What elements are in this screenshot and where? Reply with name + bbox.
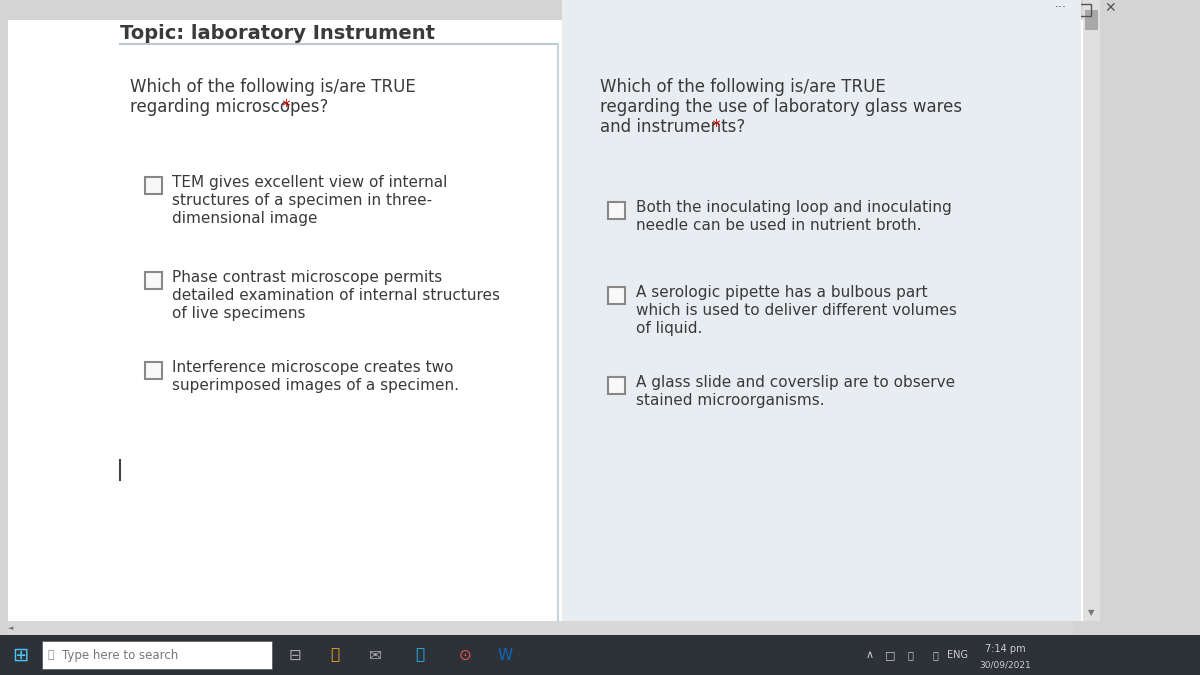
Bar [562, 0, 1081, 621]
Bar [145, 362, 162, 379]
Bar [608, 287, 625, 304]
Bar [8, 621, 1073, 635]
Text: ···: ··· [1055, 1, 1067, 14]
Text: stained microorganisms.: stained microorganisms. [636, 393, 824, 408]
Text: Type here to search: Type here to search [62, 649, 179, 662]
Text: structures of a specimen in three-: structures of a specimen in three- [172, 193, 432, 208]
Text: ✕: ✕ [1104, 1, 1116, 15]
Text: ENG: ENG [948, 650, 968, 660]
Text: Interference microscope creates two: Interference microscope creates two [172, 360, 454, 375]
Text: ▼: ▼ [1088, 608, 1094, 618]
Text: *: * [707, 118, 721, 136]
Bar [8, 0, 1084, 20]
Text: of liquid.: of liquid. [636, 321, 702, 336]
Text: ◄: ◄ [8, 625, 13, 631]
Bar [608, 377, 625, 394]
Text: dimensional image: dimensional image [172, 211, 318, 226]
Bar [145, 272, 162, 289]
Text: ⊙: ⊙ [458, 647, 472, 662]
Text: 30/09/2021: 30/09/2021 [979, 661, 1031, 670]
Text: TEM gives excellent view of internal: TEM gives excellent view of internal [172, 175, 448, 190]
Text: Both the inoculating loop and inoculating: Both the inoculating loop and inoculatin… [636, 200, 952, 215]
Text: A serologic pipette has a bulbous part: A serologic pipette has a bulbous part [636, 285, 928, 300]
Text: W: W [498, 647, 512, 662]
Text: 📁: 📁 [330, 647, 340, 662]
Text: which is used to deliver different volumes: which is used to deliver different volum… [636, 303, 956, 318]
Text: ✉: ✉ [368, 647, 382, 662]
Bar [0, 635, 1200, 675]
Text: Which of the following is/are TRUE: Which of the following is/are TRUE [600, 78, 886, 96]
Text: needle can be used in nutrient broth.: needle can be used in nutrient broth. [636, 218, 922, 233]
Text: and instruments?: and instruments? [600, 118, 745, 136]
Text: ⊞: ⊞ [12, 645, 29, 664]
Text: superimposed images of a specimen.: superimposed images of a specimen. [172, 378, 458, 393]
Text: regarding the use of laboratory glass wares: regarding the use of laboratory glass wa… [600, 98, 962, 116]
Text: 🔊: 🔊 [932, 650, 938, 660]
Bar [42, 641, 272, 669]
Text: of live specimens: of live specimens [172, 306, 306, 321]
Text: detailed examination of internal structures: detailed examination of internal structu… [172, 288, 500, 303]
Text: 7:14 pm: 7:14 pm [985, 644, 1025, 654]
Text: □: □ [884, 650, 895, 660]
Text: Topic: laboratory Instrument: Topic: laboratory Instrument [120, 24, 436, 43]
Text: 🌐: 🌐 [415, 647, 425, 662]
Bar [1084, 0, 1100, 621]
Bar [8, 0, 1084, 621]
Text: regarding microscopes?: regarding microscopes? [130, 98, 329, 116]
Text: 📶: 📶 [907, 650, 913, 660]
Text: ∧: ∧ [866, 650, 874, 660]
Bar [145, 177, 162, 194]
Text: 🔍: 🔍 [48, 650, 55, 660]
Text: ⊟: ⊟ [289, 647, 301, 662]
Text: *: * [277, 98, 292, 116]
Text: Which of the following is/are TRUE: Which of the following is/are TRUE [130, 78, 415, 96]
Bar [1078, 4, 1091, 16]
Text: A glass slide and coverslip are to observe: A glass slide and coverslip are to obser… [636, 375, 955, 390]
Bar [608, 202, 625, 219]
Bar [1085, 10, 1098, 30]
Text: Phase contrast microscope permits: Phase contrast microscope permits [172, 270, 443, 285]
